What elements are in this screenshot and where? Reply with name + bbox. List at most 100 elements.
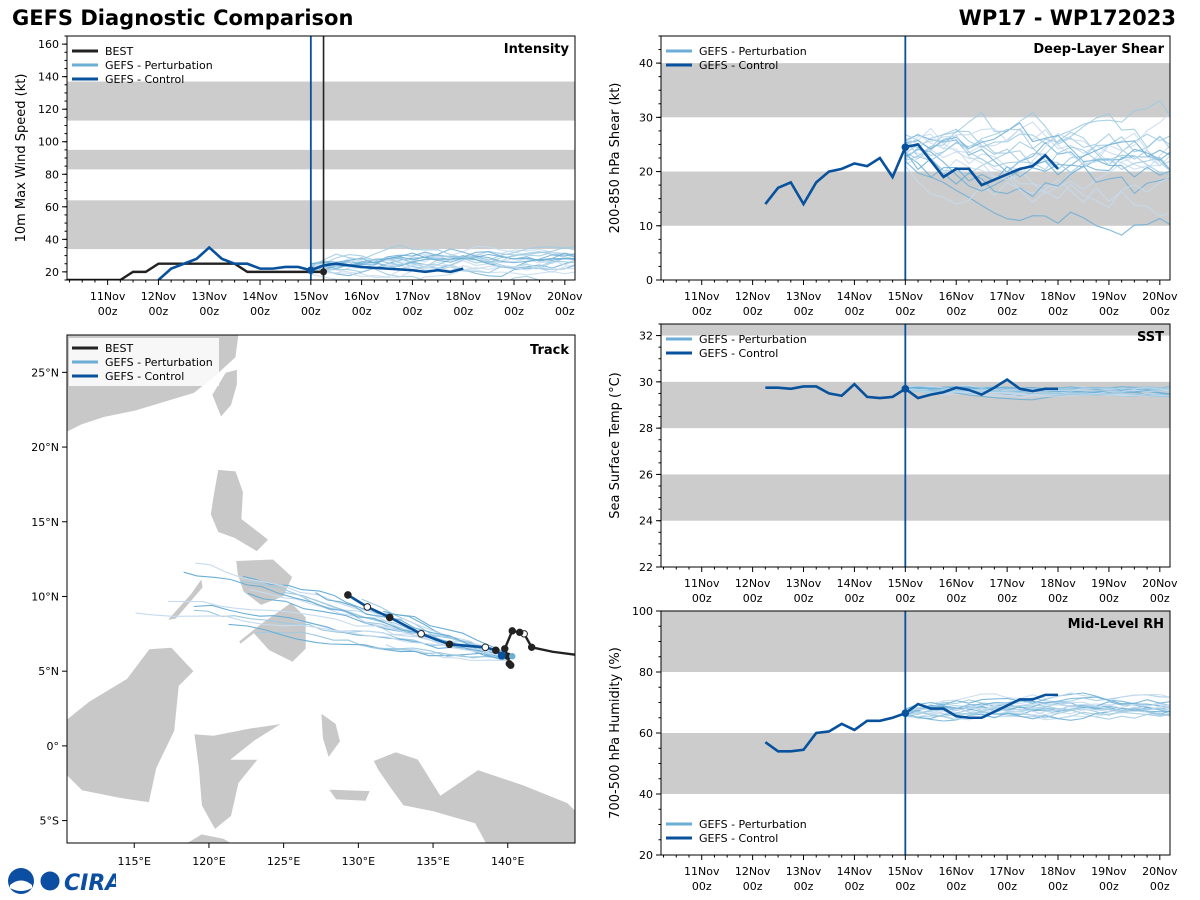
x-tick-label: 16Nov: [938, 290, 974, 303]
control-track-marker: [445, 640, 454, 649]
y-tick-label: 0: [646, 274, 653, 287]
best-track-marker: [501, 645, 509, 653]
legend-label: GEFS - Control: [699, 347, 778, 360]
x-tick-label: 18Nov: [1040, 865, 1076, 878]
x-tick-label: 17Nov: [989, 865, 1025, 878]
y-tick-label: 160: [38, 38, 59, 51]
x-tick-label: 14Nov: [837, 290, 873, 303]
perturbation-member-line: [310, 264, 575, 278]
x-tick-label: 18Nov: [1040, 290, 1076, 303]
x-tick-label: 15Nov: [888, 865, 924, 878]
x-tick-label: 12Nov: [141, 290, 177, 303]
best-track-marker: [516, 628, 524, 637]
land-halmahera: [320, 712, 341, 759]
perturbation-member-line: [905, 388, 1170, 398]
panel-track: 115°E 120°E 125°E 130°E 135°E 140°E 5°S 0° 5°N 10…: [31, 334, 576, 868]
x-tick-label: 17Nov: [395, 290, 431, 303]
x-tick-label: 11Nov: [684, 290, 720, 303]
x-tick-label: 00z: [743, 305, 763, 318]
land-java-sumba: [185, 833, 233, 843]
x-tick-label: 16Nov: [938, 577, 974, 590]
legend-label: GEFS - Perturbation: [699, 818, 807, 831]
x-tick-label: 00z: [997, 305, 1017, 318]
x-tick-label: 00z: [743, 592, 763, 605]
x-tick-label: 13Nov: [192, 290, 228, 303]
best-track-marker: [507, 661, 515, 669]
x-tick-label: 20Nov: [1142, 290, 1178, 303]
x-tick-label: 00z: [1099, 592, 1119, 605]
init-marker: [901, 709, 910, 717]
control-line: [765, 377, 1059, 400]
x-tick-label: 00z: [504, 305, 524, 318]
best-marker: [320, 268, 328, 276]
perturbation-track: [369, 646, 501, 659]
x-tick-label: 00z: [895, 880, 915, 893]
x-tick-label: 00z: [199, 305, 219, 318]
x-tick-label: 00z: [1048, 592, 1068, 605]
lat-tick-label: 15°N: [31, 516, 59, 529]
y-tick-label: 30: [639, 376, 653, 389]
x-tick-label: 00z: [845, 305, 865, 318]
x-tick-label: 00z: [692, 305, 712, 318]
x-tick-label: 14Nov: [242, 290, 278, 303]
y-tick-label: 30: [639, 111, 653, 124]
legend-label: BEST: [105, 342, 133, 355]
lat-tick-label: 0°: [47, 740, 60, 753]
perturbation-member-line: [904, 140, 1170, 182]
y-tick-label: 40: [639, 788, 653, 801]
control-line: [764, 143, 1059, 207]
x-tick-label: 00z: [250, 305, 270, 318]
land-taiwan: [211, 368, 238, 418]
x-tick-label: 18Nov: [1040, 577, 1076, 590]
x-tick-label: 15Nov: [293, 290, 329, 303]
perturbation-member-line: [905, 708, 1170, 721]
perturbation-member-line: [310, 248, 575, 271]
y-tick-label: 100: [632, 605, 653, 618]
globe-icon: [39, 870, 61, 892]
logo-text: CIRA: [64, 871, 116, 896]
x-tick-label: 00z: [1150, 592, 1170, 605]
legend-label: GEFS - Control: [699, 59, 778, 72]
x-tick-label: 19Nov: [1091, 577, 1127, 590]
perturbation-member-line: [905, 148, 1170, 192]
lat-tick-label: 5°N: [38, 665, 59, 678]
shaded-band: [661, 63, 1170, 118]
x-tick-label: 14Nov: [837, 865, 873, 878]
x-tick-label: 14Nov: [837, 577, 873, 590]
y-tick-label: 140: [38, 71, 59, 84]
x-tick-label: 00z: [794, 880, 814, 893]
y-tick-label: 120: [38, 103, 59, 116]
x-tick-label: 00z: [1150, 305, 1170, 318]
best-track-marker: [508, 627, 516, 635]
x-tick-label: 13Nov: [786, 290, 822, 303]
perturbation-track: [255, 631, 504, 659]
lat-tick-label: 25°N: [31, 366, 59, 379]
x-tick-label: 00z: [997, 880, 1017, 893]
lat-tick-label: 10°N: [31, 590, 59, 603]
figure-title: GEFS Diagnostic Comparison: [12, 6, 354, 30]
panel-intensity: 20 40 60 80 100 120 140 160 11Nov 00z 12Nov 00z 13No…: [14, 35, 583, 318]
perturbation-member-line: [904, 151, 1170, 198]
legend-label: GEFS - Control: [105, 73, 184, 86]
perturbation-track: [135, 612, 504, 657]
panel-title: SST: [1137, 330, 1164, 345]
x-tick-label: 00z: [1048, 305, 1068, 318]
init-position-marker: [509, 653, 516, 660]
x-tick-label: 00z: [895, 592, 915, 605]
x-tick-label: 00z: [1150, 880, 1170, 893]
plot-area: [661, 611, 1170, 855]
control-track-marker: [363, 603, 372, 611]
y-tick-label: 40: [639, 57, 653, 70]
x-tick-label: 00z: [946, 880, 966, 893]
x-tick-label: 11Nov: [684, 865, 720, 878]
x-tick-label: 00z: [845, 880, 865, 893]
plot-area: [661, 36, 1170, 280]
lon-tick-label: 125°E: [267, 855, 300, 868]
x-tick-label: 12Nov: [735, 577, 771, 590]
control-track-marker: [344, 591, 352, 599]
shaded-band: [661, 324, 1170, 336]
panel-title: Track: [530, 343, 569, 358]
panel-title: Deep-Layer Shear: [1033, 42, 1164, 57]
